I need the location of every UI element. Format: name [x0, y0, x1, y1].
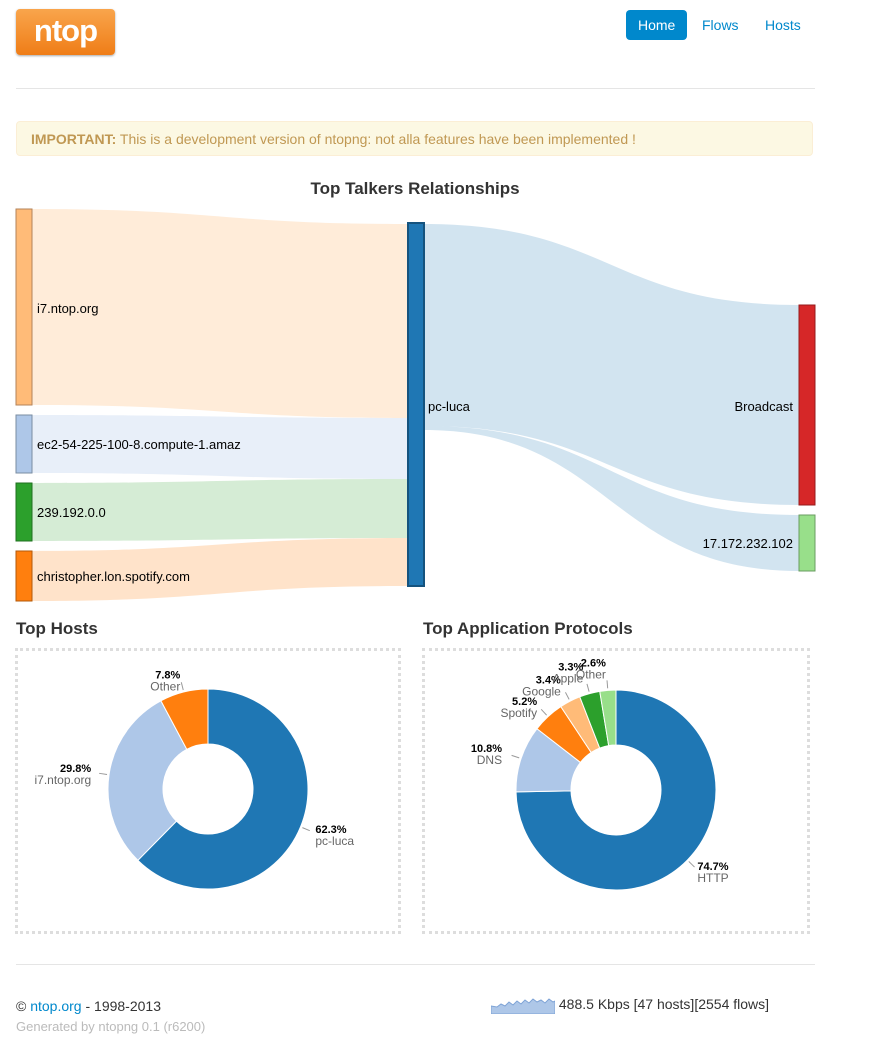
- node-pc-luca: [407, 222, 425, 587]
- top-hosts-chart: 62.3%pc-luca 29.8%i7.ntop.org 7.8%Other: [34, 669, 354, 890]
- protocols-category-label: Apple: [553, 671, 584, 685]
- generated-by: Generated by ntopng 0.1 (r6200): [16, 1019, 206, 1034]
- label-spotify: christopher.lon.spotify.com: [37, 569, 190, 584]
- hosts-value-label: 62.3%: [315, 824, 346, 836]
- node-17172: [798, 514, 816, 572]
- footer-divider: [16, 964, 815, 965]
- top-hosts-title: Top Hosts: [16, 619, 98, 638]
- top-hosts-panel: 62.3% pc-luca 29.8% i7.ntop.org 7.8% Other: [15, 648, 401, 934]
- label-i7: i7.ntop.org: [37, 301, 98, 316]
- protocols-category-label: Other: [576, 667, 606, 681]
- label-ec2: ec2-54-225-100-8.compute-1.amaz: [37, 437, 241, 452]
- link-17172: [424, 426, 799, 571]
- node-spotify: [15, 550, 33, 602]
- protocols-category-label: Google: [522, 684, 561, 698]
- link-spotify: [32, 538, 408, 601]
- hosts-label-line: [180, 682, 184, 691]
- protocols-label-line: [540, 709, 548, 716]
- link-ec2: [32, 415, 408, 479]
- hosts-slice-other[interactable]: [160, 688, 209, 750]
- hosts-category-label: i7.ntop.org: [34, 773, 91, 787]
- hosts-category-label: Other: [150, 679, 180, 693]
- header-divider: [16, 88, 815, 89]
- label-broadcast: Broadcast: [734, 399, 793, 414]
- protocols-label-line: [511, 754, 520, 759]
- label-17172: 17.172.232.102: [703, 536, 793, 551]
- node-broadcast: [798, 304, 816, 506]
- hosts-slice-i7-ntop-org[interactable]: [107, 700, 188, 862]
- node-239: [15, 482, 33, 542]
- hosts-value-label: 7.8%: [155, 669, 180, 681]
- alert-text: This is a development version of ntopng:…: [116, 131, 636, 147]
- top-protocols-chart: 74.7%HTTP 10.8%DNS 5.2%Spotify 3.4%Google 3.…: [471, 657, 729, 891]
- node-ec2: [15, 414, 33, 474]
- nav-home[interactable]: Home: [626, 10, 688, 40]
- sankey-title: Top Talkers Relationships: [310, 179, 520, 198]
- protocols-label-line: [606, 680, 609, 689]
- protocols-value-label: 2.6%: [581, 657, 606, 669]
- link-i7: [32, 209, 408, 418]
- protocols-category-label: Spotify: [500, 706, 537, 720]
- nav-hosts[interactable]: Hosts: [765, 17, 801, 33]
- protocols-value-label: 3.4%: [536, 674, 561, 686]
- protocols-label-line: [586, 683, 590, 692]
- protocols-slice-other[interactable]: [599, 689, 617, 747]
- hosts-slice-pc-luca[interactable]: [137, 688, 309, 890]
- hosts-category-label: pc-luca: [315, 834, 354, 848]
- hosts-label-line: [99, 772, 108, 775]
- link-broadcast: [424, 224, 799, 505]
- dev-version-alert: IMPORTANT: This is a development version…: [16, 121, 813, 156]
- ntop-logo[interactable]: ntop: [16, 9, 115, 55]
- protocols-category-label: DNS: [477, 753, 502, 767]
- label-239: 239.192.0.0: [37, 505, 106, 520]
- protocols-value-label: 10.8%: [471, 743, 502, 755]
- protocols-value-label: 5.2%: [512, 696, 537, 708]
- label-pc-luca: pc-luca: [428, 399, 471, 414]
- protocols-value-label: 74.7%: [697, 861, 728, 873]
- protocols-slice-http[interactable]: [515, 689, 717, 891]
- protocols-label-line: [688, 861, 695, 868]
- node-i7: [15, 208, 33, 406]
- top-protocols-title: Top Application Protocols: [423, 619, 633, 638]
- footer-copyright: © ntop.org - 1998-2013: [16, 998, 161, 1014]
- protocols-label-line: [565, 692, 570, 700]
- alert-label: IMPORTANT:: [31, 131, 117, 147]
- protocols-category-label: HTTP: [697, 871, 728, 885]
- hosts-value-label: 29.8%: [60, 763, 91, 775]
- protocols-value-label: 3.3%: [558, 661, 583, 673]
- traffic-sparkline: [490, 998, 556, 1015]
- sankey-diagram: i7.ntop.org ec2-54-225-100-8.compute-1.a…: [15, 208, 816, 602]
- hosts-label-line: [302, 827, 310, 832]
- top-protocols-panel: 74.7% HTTP 10.8% DNS 5.2% Spotify 3.4% Google 3.…: [422, 648, 810, 934]
- link-239: [32, 479, 408, 541]
- nav-flows[interactable]: Flows: [702, 17, 739, 33]
- ntop-org-link[interactable]: ntop.org: [30, 998, 82, 1014]
- traffic-stats: 488.5 Kbps [47 hosts][2554 flows]: [490, 996, 770, 1015]
- traffic-stats-text: 488.5 Kbps [47 hosts][2554 flows]: [558, 996, 770, 1012]
